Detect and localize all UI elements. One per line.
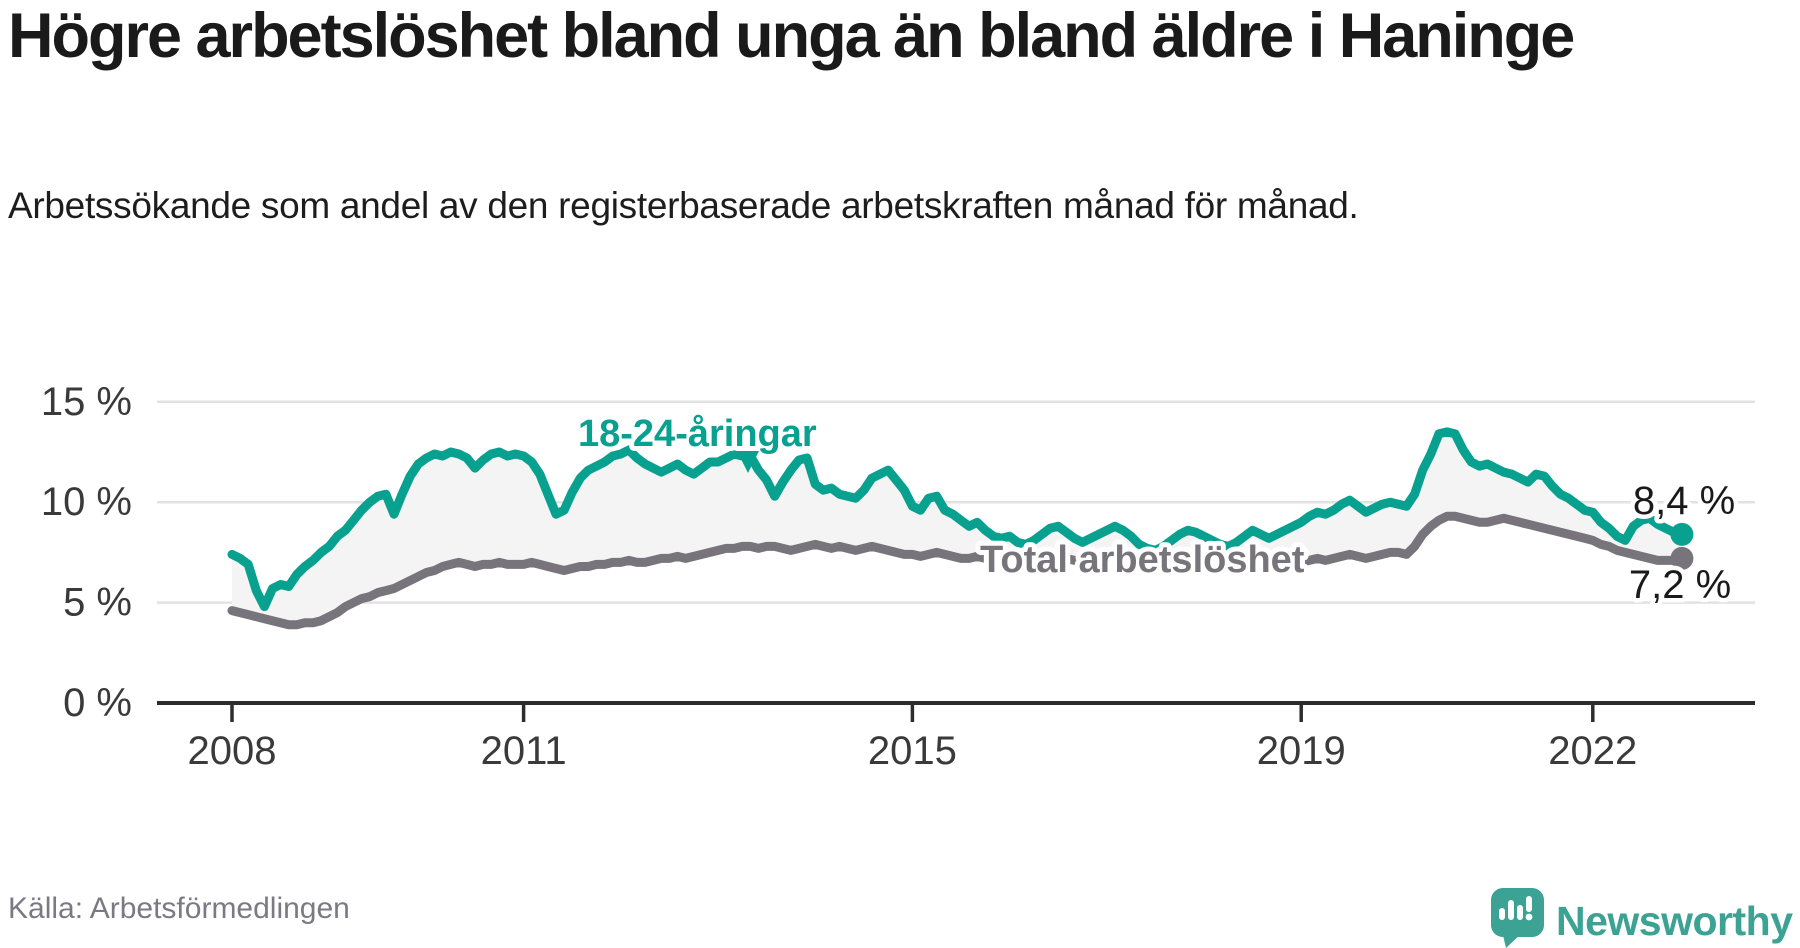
x-tick-label: 2008	[188, 729, 277, 773]
logo-bar-chart-glyph	[1499, 896, 1533, 921]
band-fill	[232, 431, 1682, 625]
series-end-dots	[1670, 522, 1694, 570]
logo-bubble-tail	[1502, 931, 1524, 948]
band-fill-between-series	[232, 431, 1682, 625]
series-label-total: Total arbetslöshet	[980, 539, 1305, 581]
brand-name: Newsworthy	[1556, 898, 1793, 944]
down-arrow-icon	[737, 451, 759, 473]
youth-end-dot	[1670, 522, 1694, 546]
y-tick-label: 5 %	[63, 581, 132, 625]
youth-series-line	[227, 427, 1687, 612]
x-tick-label: 2015	[868, 729, 957, 773]
data-lines	[227, 427, 1687, 630]
newsworthy-logo-icon	[1491, 888, 1544, 948]
total-end-dot	[1670, 546, 1694, 570]
series-label-youth: 18-24-åringar	[578, 413, 817, 455]
source-credit: Källa: Arbetsförmedlingen	[8, 892, 350, 925]
total-series-line	[227, 511, 1687, 630]
x-tick-label: 2011	[481, 729, 567, 773]
page-subtitle: Arbetssökande som andel av den registerb…	[8, 185, 1359, 226]
x-axis: 2008 2011 2015 2019 2022	[157, 701, 1755, 773]
page-title: Högre arbetslöshet bland unga än bland ä…	[8, 1, 1575, 71]
y-tick-label: 15 %	[41, 380, 132, 424]
x-tick-label: 2022	[1548, 729, 1637, 773]
y-tick-label: 0 %	[63, 681, 132, 725]
end-value-label-total: 7,2 %	[1629, 563, 1731, 607]
x-tick-label: 2019	[1257, 729, 1346, 773]
y-tick-label: 10 %	[41, 480, 132, 524]
end-value-label-youth: 8,4 %	[1633, 479, 1735, 523]
